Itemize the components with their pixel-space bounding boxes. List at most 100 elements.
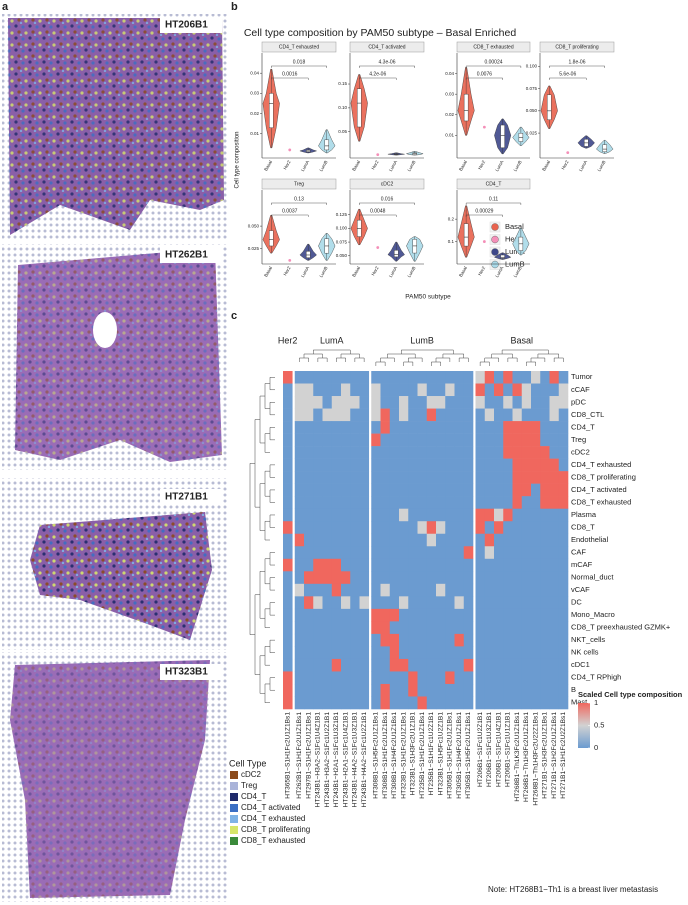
- colorbar-label: 0: [594, 743, 598, 752]
- heatmap-cell: [313, 558, 323, 572]
- heatmap-cell: [521, 521, 532, 535]
- heatmap-cell: [475, 646, 486, 660]
- heatmap-cell: [512, 446, 523, 459]
- heatmap-cell: [322, 583, 333, 597]
- heatmap-cell: [322, 483, 333, 497]
- heatmap-cell: [549, 608, 560, 622]
- heatmap-cell: [294, 533, 305, 547]
- dendrogram: [303, 353, 323, 358]
- heatmap-cell: [283, 383, 293, 397]
- heatmap-cell: [322, 496, 333, 510]
- facet-title: CD8_T proliferating: [555, 44, 598, 50]
- heatmap-cell: [371, 696, 381, 710]
- heatmap-cell: [558, 621, 569, 635]
- heatmap-cell: [304, 558, 314, 572]
- bracket: [465, 77, 503, 80]
- heatmap-cell: [503, 396, 513, 409]
- heatmap-cell: [283, 371, 293, 384]
- heatmap-cell: [408, 496, 418, 510]
- heatmap-cell: [304, 396, 314, 409]
- x-tick-label: LumA: [578, 160, 588, 173]
- heatmap-cell: [408, 383, 418, 397]
- heatmap-cell: [371, 408, 381, 422]
- heatmap-cell: [512, 458, 523, 472]
- heatmap-cell: [426, 583, 437, 597]
- heatmap-cell: [558, 646, 569, 660]
- bracket: [359, 214, 397, 217]
- heatmap-cell: [417, 533, 428, 547]
- heatmap-cell: [313, 383, 323, 397]
- heatmap-cell: [445, 583, 455, 597]
- heatmap-cell: [454, 396, 465, 409]
- heatmap-cell: [359, 671, 370, 685]
- heatmap-cell: [371, 633, 381, 647]
- heatmap-cell: [408, 646, 418, 660]
- heatmap-cell: [380, 671, 391, 685]
- heatmap-cell: [389, 608, 400, 622]
- heatmap-cell: [417, 458, 428, 472]
- dendrogram: [259, 395, 265, 444]
- point: [482, 240, 486, 243]
- heatmap-cell: [389, 546, 400, 560]
- heatmap-cell: [331, 583, 342, 597]
- dendrogram: [526, 361, 536, 366]
- heatmap-cell: [304, 696, 314, 710]
- colorbar-title: Scaled Cell type composition: [578, 690, 683, 699]
- heatmap-cell: [399, 658, 409, 672]
- heatmap-cell: [304, 371, 314, 384]
- heatmap-cell: [417, 596, 428, 610]
- heatmap-cell: [304, 383, 314, 397]
- heatmap-cell: [313, 583, 323, 597]
- dendrogram: [269, 602, 275, 616]
- heatmap-cell: [503, 696, 513, 710]
- heatmap-cell: [304, 521, 314, 535]
- heatmap-cell: [399, 633, 409, 647]
- heatmap-cell: [540, 396, 550, 409]
- heatmap-cell: [417, 496, 428, 510]
- heatmap-cell: [484, 646, 495, 660]
- point: [376, 246, 380, 249]
- heatmap-cell: [417, 408, 428, 422]
- dendrogram: [537, 353, 559, 358]
- heatmap-cell: [436, 671, 446, 685]
- dendrogram: [491, 353, 513, 358]
- heatmap-cell: [475, 633, 486, 647]
- row-label: cCAF: [571, 385, 590, 394]
- heatmap-cell: [445, 633, 455, 647]
- heatmap-cell: [313, 571, 323, 585]
- heatmap-cell: [454, 421, 465, 434]
- x-tick-label: LumA: [300, 160, 310, 173]
- x-tick-label: Her2: [282, 265, 291, 276]
- column-label: HT308B1−S1H4Fc2U1Z1Bs1: [391, 712, 398, 799]
- heatmap-cell: [454, 521, 465, 535]
- heatmap-cell: [313, 508, 323, 522]
- heatmap-cell: [521, 496, 532, 510]
- x-tick-label: Basal: [351, 160, 361, 172]
- x-tick-label: LumB: [406, 160, 416, 173]
- heatmap-cell: [322, 396, 333, 409]
- heatmap-cell: [380, 383, 391, 397]
- tissue-hole: [93, 312, 117, 348]
- heatmap-cell: [531, 471, 541, 484]
- dendrogram: [375, 361, 386, 366]
- heatmap-cell: [494, 583, 504, 597]
- heatmap-cell: [389, 371, 400, 384]
- y-tick-label: 0.15: [338, 81, 347, 86]
- y-tick-label: 0.04: [250, 70, 259, 75]
- heatmap-cell: [494, 696, 504, 710]
- row-label: B: [571, 685, 576, 694]
- heatmap-cell: [445, 396, 455, 409]
- heatmap-cell: [549, 458, 560, 472]
- heatmap-cell: [283, 571, 293, 585]
- column-label: HT268B1−Th1H3Fc2U22Z1Bs1: [532, 712, 539, 806]
- y-tick-label: 0.125: [336, 212, 348, 217]
- heatmap-cell: [558, 558, 569, 572]
- heatmap-cell: [549, 496, 560, 510]
- heatmap-cell: [341, 433, 351, 447]
- heatmap-cell: [512, 533, 523, 547]
- heatmap-cell: [399, 483, 409, 497]
- heatmap-cell: [454, 658, 465, 672]
- heatmap-cell: [341, 446, 351, 459]
- p-value: 0.016: [381, 196, 394, 202]
- heatmap-cell: [399, 558, 409, 572]
